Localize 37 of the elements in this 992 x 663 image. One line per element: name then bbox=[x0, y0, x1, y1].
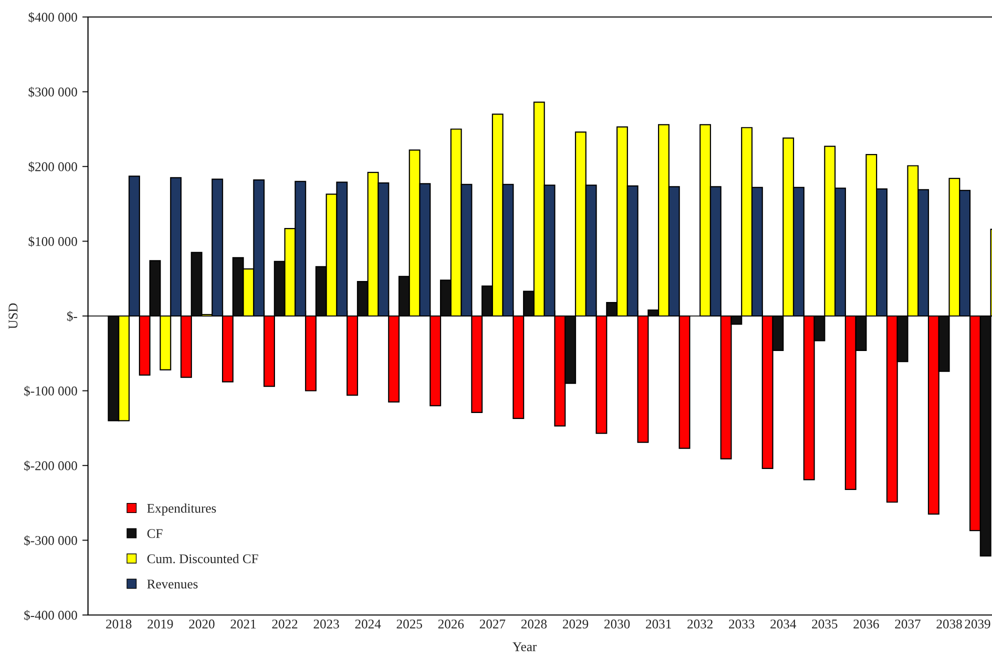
x-tick-label: 2018 bbox=[106, 620, 132, 628]
y-tick-label: $200 000 bbox=[28, 162, 78, 172]
y-axis-title: USD bbox=[8, 303, 18, 329]
x-tick-label: 2036 bbox=[854, 620, 879, 628]
x-tick-label: 2027 bbox=[480, 620, 506, 628]
x-tick-label: 2033 bbox=[728, 620, 754, 628]
x-tick-label: 2026 bbox=[438, 620, 464, 628]
legend-label: Cum. Discounted CF bbox=[147, 554, 258, 564]
y-tick-label: $-300 000 bbox=[24, 535, 78, 546]
x-tick-label: 2030 bbox=[604, 620, 630, 628]
x-tick-label: 2035 bbox=[812, 620, 838, 628]
x-tick-label: 2019 bbox=[148, 620, 173, 628]
legend-label: Expenditures bbox=[147, 503, 216, 516]
x-tick-label: 2025 bbox=[396, 620, 422, 628]
x-tick-label: 2032 bbox=[687, 620, 713, 628]
x-axis-title: Year bbox=[512, 642, 537, 652]
x-tick-label: 2031 bbox=[646, 620, 671, 628]
y-tick-label: $300 000 bbox=[28, 86, 78, 98]
legend-label: Revenues bbox=[147, 580, 198, 588]
x-tick-label: 2029 bbox=[562, 620, 588, 628]
x-tick-label: 2023 bbox=[314, 620, 340, 628]
y-tick-label: $100 000 bbox=[28, 236, 78, 247]
legend-label: CF bbox=[147, 529, 162, 538]
x-tick-label: 2022 bbox=[272, 620, 298, 628]
x-tick-label: 2039 bbox=[964, 620, 990, 628]
y-tick-label: $- bbox=[67, 311, 78, 322]
y-tick-label: $400 000 bbox=[28, 12, 78, 23]
y-tick-label: $-200 000 bbox=[24, 460, 78, 472]
x-tick-label: 2034 bbox=[770, 620, 796, 628]
x-tick-label: 2038 bbox=[936, 620, 962, 628]
x-tick-label: 2020 bbox=[189, 620, 214, 628]
y-tick-label: $-100 000 bbox=[24, 386, 78, 396]
x-tick-label: 2037 bbox=[895, 620, 921, 628]
y-tick-label: $-400 000 bbox=[24, 610, 78, 621]
x-tick-label: 2021 bbox=[230, 620, 256, 628]
x-tick-label: 2028 bbox=[521, 620, 547, 628]
x-tick-label: 2024 bbox=[355, 620, 381, 628]
